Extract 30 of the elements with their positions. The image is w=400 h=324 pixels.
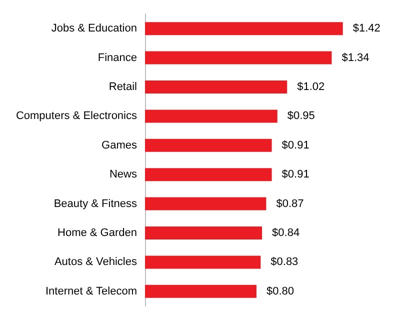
data-label: $0.87 (276, 198, 304, 210)
bar (145, 226, 262, 240)
bar (145, 168, 272, 182)
y-tick-label: Jobs & Education (51, 22, 137, 35)
y-tick-label: Autos & Vehicles (54, 256, 138, 268)
bar (145, 197, 266, 210)
data-label: $0.91 (282, 168, 310, 181)
bar (145, 22, 343, 36)
y-tick-label: Finance (98, 52, 137, 64)
bar (145, 80, 288, 94)
data-label: $0.80 (266, 285, 294, 298)
y-tick-label: Retail (108, 81, 137, 93)
bar (145, 284, 256, 298)
data-label: $1.34 (342, 52, 370, 64)
bar (145, 110, 278, 123)
bar (145, 138, 272, 152)
bar (145, 256, 261, 269)
bar (145, 51, 332, 64)
y-tick-label: Computers & Electronics (16, 110, 138, 122)
y-tick-label: Games (102, 139, 138, 152)
y-tick-label: Beauty & Fitness (54, 198, 138, 210)
data-label: $0.95 (287, 110, 315, 122)
data-label: $0.83 (270, 256, 298, 268)
y-tick-label: Internet & Telecom (45, 285, 137, 298)
y-tick-label: Home & Garden (58, 227, 137, 239)
y-tick-label: News (109, 168, 138, 181)
data-label: $0.91 (282, 139, 310, 152)
data-label: $1.42 (352, 22, 380, 35)
data-label: $0.84 (272, 227, 300, 239)
data-label: $1.02 (297, 81, 325, 93)
